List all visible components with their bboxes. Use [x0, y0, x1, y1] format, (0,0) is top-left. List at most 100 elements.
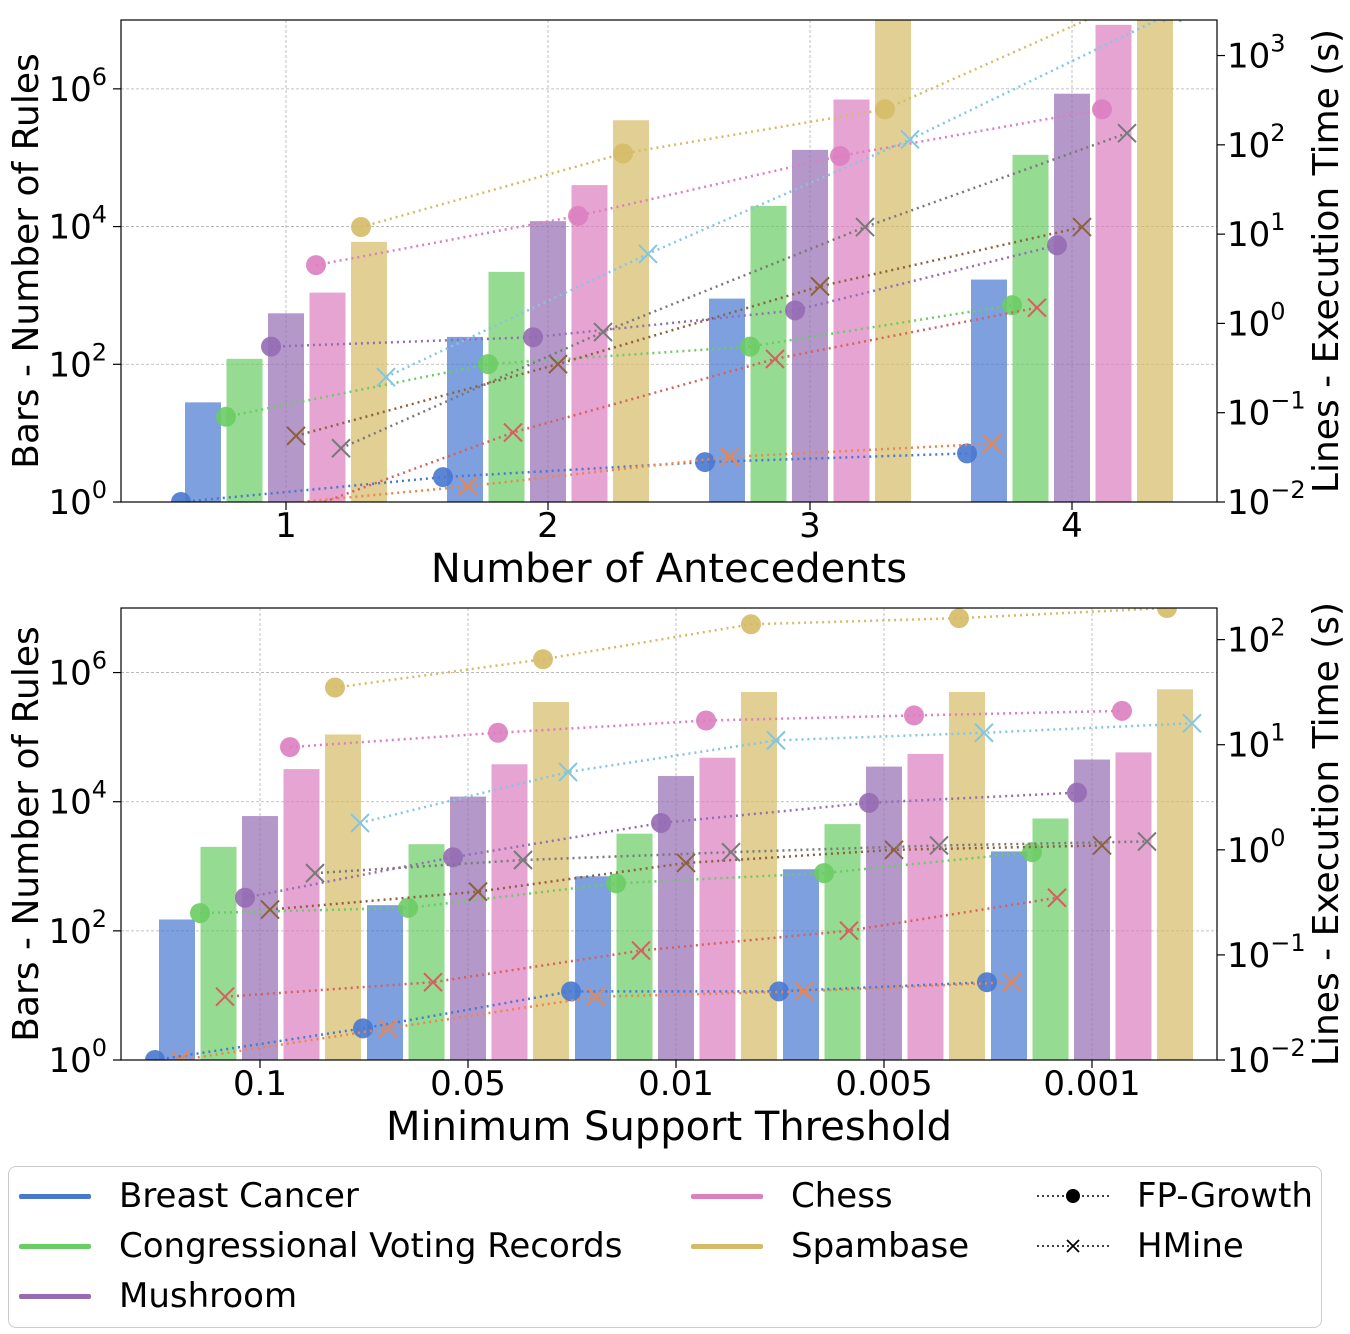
- fpgrowth-point-congressional-voting-records: [216, 406, 236, 427]
- bar-spambase: [325, 734, 361, 1060]
- fpgrowth-point-congressional-voting-records: [1022, 842, 1042, 863]
- bar-mushroom: [866, 766, 902, 1060]
- hmine-line-spambase: [385, 20, 1161, 379]
- tick-base: 10: [48, 783, 91, 823]
- bar-breast-cancer: [991, 851, 1027, 1060]
- fpgrowth-point-spambase: [351, 217, 371, 238]
- bar-breast-cancer: [185, 402, 221, 502]
- fpgrowth-line-chess: [315, 108, 1103, 267]
- left-tick-label: 104: [48, 201, 107, 248]
- legend-entry-fp-growth: FP-Growth: [1037, 1173, 1313, 1219]
- hmine-point-breast-cancer: [170, 1050, 190, 1060]
- hmine-point-chess: [721, 842, 741, 862]
- tick-base: 10: [1227, 215, 1270, 255]
- hmine-point-chess: [929, 835, 949, 856]
- fpgrowth-point-chess: [488, 722, 508, 743]
- bar-chess: [907, 753, 944, 1060]
- x-tick-label: 4: [1061, 506, 1083, 546]
- tick-base: 10: [48, 654, 91, 694]
- left-tick-label: 104: [48, 776, 107, 823]
- tick-base: 10: [48, 1041, 91, 1081]
- right-tick-label: 100: [1227, 297, 1286, 344]
- hmine-point-chess: [305, 863, 325, 883]
- fpgrowth-point-chess: [280, 737, 300, 758]
- hmine-line-mushroom: [269, 844, 1103, 911]
- hmine-line-congressional-voting-records: [224, 896, 1058, 998]
- hmine-point-spambase: [638, 244, 658, 264]
- tick-exponent: 0: [1270, 297, 1285, 325]
- tick-exponent: 6: [92, 63, 107, 91]
- fpgrowth-point-spambase: [741, 614, 761, 635]
- hmine-point-spambase: [974, 723, 994, 743]
- tick-exponent: 2: [1270, 614, 1285, 642]
- legend-label: Mushroom: [119, 1276, 298, 1316]
- x-axis-label: Number of Antecedents: [431, 546, 907, 592]
- tick-exponent: −2: [1270, 1034, 1305, 1062]
- bar-spambase: [613, 120, 649, 502]
- fpgrowth-point-spambase: [949, 608, 969, 629]
- hmine-point-chess: [331, 438, 351, 458]
- fpgrowth-point-spambase: [875, 99, 895, 120]
- tick-exponent: 0: [1270, 824, 1285, 852]
- bar-mushroom: [242, 816, 278, 1060]
- bar-mushroom: [1054, 93, 1090, 502]
- fpgrowth-point-chess: [696, 710, 716, 731]
- hmine-point-mushroom: [1072, 217, 1092, 237]
- tick-base: 10: [1227, 831, 1270, 871]
- fpgrowth-point-breast-cancer: [171, 492, 191, 502]
- fpgrowth-point-spambase: [613, 143, 633, 164]
- hmine-point-spambase: [1182, 713, 1202, 733]
- tick-base: 10: [1227, 726, 1270, 766]
- bars: [159, 689, 1193, 1060]
- hmine-point-mushroom: [884, 840, 904, 860]
- bar-breast-cancer: [159, 919, 195, 1060]
- tick-exponent: 4: [92, 201, 107, 229]
- hmine-point-mushroom: [810, 276, 830, 297]
- fpgrowth-point-congressional-voting-records: [190, 903, 210, 924]
- tick-base: 10: [1227, 37, 1270, 77]
- bar-congressional-voting-records: [824, 824, 861, 1060]
- tick-exponent: −1: [1270, 929, 1305, 957]
- bar-breast-cancer: [709, 298, 745, 502]
- fpgrowth-point-breast-cancer: [769, 981, 789, 1002]
- hmine-point-spambase: [376, 367, 396, 387]
- bar-spambase: [875, 20, 911, 502]
- x-tick-label: 0.05: [430, 1064, 506, 1104]
- fpgrowth-point-congressional-voting-records: [740, 336, 760, 357]
- fpgrowth-point-breast-cancer: [145, 1050, 165, 1060]
- fpgrowth-point-congressional-voting-records: [478, 354, 498, 375]
- hmine-point-congressional-voting-records: [1047, 888, 1067, 908]
- legend-entry-spambase: Spambase: [691, 1223, 969, 1269]
- legend-label: Chess: [791, 1176, 893, 1216]
- x-tick-label: 0.1: [233, 1064, 287, 1104]
- fpgrowth-point-mushroom: [261, 336, 281, 357]
- legend-entry-breast-cancer: Breast Cancer: [19, 1173, 359, 1219]
- plot-frame: [120, 607, 1218, 1061]
- fpgrowth-point-breast-cancer: [695, 452, 715, 473]
- right-tick-label: 10−1: [1227, 387, 1306, 434]
- fpgrowth-line-mushroom: [270, 244, 1058, 348]
- left-tick-label: 106: [48, 63, 107, 110]
- hmine-point-congressional-voting-records: [839, 920, 859, 941]
- legend-swatch: [19, 1243, 91, 1249]
- legend-label: HMine: [1137, 1226, 1244, 1266]
- fpgrowth-point-spambase: [1137, 0, 1157, 3]
- fpgrowth-line-chess: [289, 709, 1123, 749]
- hmine-point-spambase: [350, 813, 370, 833]
- fp-growth-marker-icon: [1037, 1189, 1109, 1203]
- hmine-point-chess: [593, 322, 613, 342]
- hmine-point-breast-cancer: [458, 476, 478, 496]
- fpgrowth-point-breast-cancer: [957, 443, 977, 464]
- fpgrowth-point-chess: [1112, 700, 1132, 721]
- right-tick-label: 102: [1227, 614, 1286, 661]
- hmine-point-congressional-voting-records: [503, 422, 523, 443]
- left-tick-label: 102: [48, 338, 107, 385]
- tick-exponent: 0: [92, 476, 107, 504]
- lines: [145, 608, 1202, 1060]
- tick-base: 10: [1227, 621, 1270, 661]
- hmine-point-spambase: [1162, 20, 1182, 23]
- fpgrowth-point-chess: [568, 205, 588, 226]
- tick-base: 10: [1227, 1041, 1270, 1081]
